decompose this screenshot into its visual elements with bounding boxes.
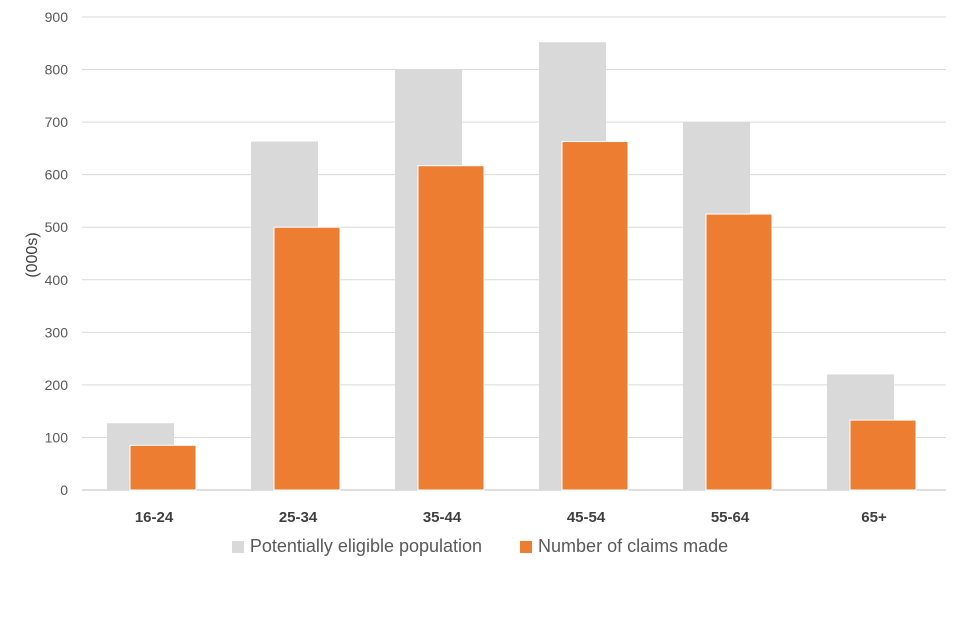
y-tick-label: 300 <box>45 324 69 340</box>
x-tick-label: 65+ <box>861 509 887 526</box>
legend-swatch-eligible <box>231 540 244 553</box>
legend-item-claims: Number of claims made <box>520 536 728 557</box>
x-tick-label: 55-64 <box>711 509 750 526</box>
legend-swatch-claims <box>520 540 533 553</box>
gridlines <box>82 16 946 491</box>
x-tick-label: 45-54 <box>567 509 606 526</box>
x-tick-label: 16-24 <box>135 509 174 526</box>
bar-claims-16-24 <box>129 444 197 491</box>
y-tick-label: 0 <box>60 482 68 498</box>
y-axis-ticks: 0 100 200 300 400 500 600 700 800 900 <box>45 9 69 498</box>
x-tick-label: 35-44 <box>423 509 462 526</box>
bars <box>107 42 917 491</box>
bar-chart: 0 100 200 300 400 500 600 700 800 900 16-24 25-34 3… <box>24 9 946 526</box>
legend-label-claims: Number of claims made <box>538 536 729 556</box>
y-tick-label: 600 <box>45 167 69 183</box>
legend-label-eligible: Potentially eligible population <box>249 536 483 556</box>
y-axis-title: (000s) <box>24 232 41 277</box>
y-tick-label: 500 <box>45 219 69 235</box>
y-tick-label: 900 <box>45 9 69 25</box>
y-tick-label: 400 <box>45 272 69 288</box>
y-tick-label: 800 <box>45 62 69 78</box>
bar-claims-25-34 <box>273 226 341 491</box>
bar-claims-65+ <box>849 419 917 491</box>
y-tick-label: 100 <box>45 429 69 445</box>
y-tick-label: 700 <box>45 114 69 130</box>
bar-claims-55-64 <box>705 213 773 491</box>
bar-claims-45-54 <box>561 141 629 491</box>
legend-item-eligible: Potentially eligible population <box>231 536 483 557</box>
legend: Potentially eligible population Number o… <box>0 536 960 557</box>
x-tick-label: 25-34 <box>279 509 318 526</box>
x-axis-ticks: 16-24 25-34 35-44 45-54 55-64 65+ <box>135 509 887 526</box>
y-tick-label: 200 <box>45 377 69 393</box>
bar-claims-35-44 <box>417 165 485 491</box>
